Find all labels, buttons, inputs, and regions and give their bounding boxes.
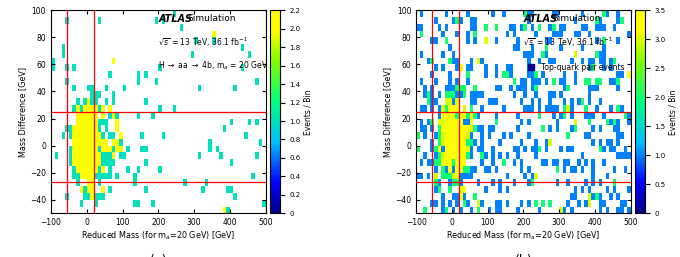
Text: (a): (a) — [150, 254, 167, 257]
Text: Simulation: Simulation — [552, 14, 601, 23]
Y-axis label: Mass Difference [GeV]: Mass Difference [GeV] — [18, 67, 27, 157]
Y-axis label: Events / Bin: Events / Bin — [668, 89, 677, 135]
Y-axis label: Mass Difference [GeV]: Mass Difference [GeV] — [384, 67, 392, 157]
Text: $\sqrt{s}$ = 13 TeV, 36.1 fb$^{-1}$: $\sqrt{s}$ = 13 TeV, 36.1 fb$^{-1}$ — [158, 36, 248, 49]
Legend: Top-quark pair events: Top-quark pair events — [527, 63, 624, 72]
Text: Simulation: Simulation — [187, 14, 236, 23]
Text: ATLAS: ATLAS — [524, 14, 558, 24]
Text: H $\rightarrow$ aa $\rightarrow$ 4b, m$_a$ = 20 GeV: H $\rightarrow$ aa $\rightarrow$ 4b, m$_… — [158, 59, 269, 71]
Text: ATLAS: ATLAS — [158, 14, 192, 24]
X-axis label: Reduced Mass (for m$_a$=20 GeV) [GeV]: Reduced Mass (for m$_a$=20 GeV) [GeV] — [81, 230, 235, 242]
X-axis label: Reduced Mass (for m$_a$=20 GeV) [GeV]: Reduced Mass (for m$_a$=20 GeV) [GeV] — [446, 230, 600, 242]
Text: $\sqrt{s}$ = 13 TeV, 36.1 fb$^{-1}$: $\sqrt{s}$ = 13 TeV, 36.1 fb$^{-1}$ — [524, 36, 613, 49]
Y-axis label: Events / Bin: Events / Bin — [303, 89, 312, 135]
Text: (b): (b) — [515, 254, 532, 257]
